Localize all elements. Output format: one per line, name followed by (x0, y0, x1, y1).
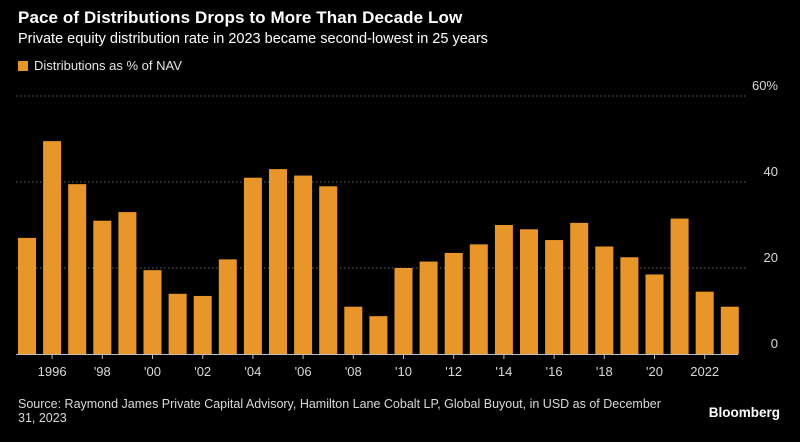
x-tick-label: '20 (646, 364, 663, 379)
legend-swatch (18, 60, 28, 71)
chart-subtitle: Private equity distribution rate in 2023… (18, 31, 488, 47)
x-tick-label: '10 (395, 364, 412, 379)
y-tick-label: 60% (752, 78, 778, 93)
source-note: Source: Raymond James Private Capital Ad… (18, 397, 661, 425)
bar-2013 (469, 244, 488, 354)
x-tick-label: '06 (295, 364, 312, 379)
bar-2011 (419, 261, 438, 354)
bar-1998 (93, 220, 112, 354)
bar-2018 (595, 246, 614, 354)
bar-2005 (269, 169, 287, 354)
bar-2003 (218, 259, 237, 354)
legend-label: Distributions as % of NAV (34, 58, 182, 73)
bar-2017 (570, 222, 589, 354)
bar-2020 (645, 274, 664, 354)
x-tick-label: '04 (244, 364, 261, 379)
bloomberg-logo: Bloomberg (708, 405, 780, 420)
bar-2001 (168, 293, 187, 354)
bar-2000 (143, 270, 162, 354)
x-tick-label: '12 (445, 364, 462, 379)
x-tick-label: 2022 (690, 364, 719, 379)
x-tick-label: '14 (495, 364, 512, 379)
x-tick-label: '00 (144, 364, 161, 379)
bar-2022 (695, 291, 714, 354)
chart-title: Pace of Distributions Drops to More Than… (18, 8, 463, 27)
bar-2007 (319, 186, 338, 354)
bar-2004 (243, 177, 262, 354)
bar-1999 (118, 212, 137, 354)
x-tick-label: '08 (345, 364, 362, 379)
bar-2023 (720, 306, 739, 354)
bar-1996 (43, 141, 62, 354)
x-tick-label: 1996 (38, 364, 67, 379)
bar-1995 (18, 237, 36, 354)
bar-1997 (68, 184, 87, 354)
bar-2021 (670, 218, 689, 354)
y-tick-label: 40 (764, 164, 778, 179)
bar-2012 (444, 252, 463, 354)
x-tick-label: '18 (596, 364, 613, 379)
x-tick-label: '16 (546, 364, 563, 379)
bar-2015 (520, 229, 538, 354)
bar-2002 (193, 295, 212, 354)
legend: Distributions as % of NAV (18, 58, 182, 73)
y-tick-label: 0 (771, 336, 778, 351)
bar-2016 (545, 240, 564, 354)
bar-2019 (620, 257, 639, 354)
bar-2014 (494, 225, 513, 354)
y-tick-label: 20 (764, 250, 778, 265)
x-tick-label: '02 (194, 364, 211, 379)
bar-2008 (344, 306, 363, 354)
bar-2006 (294, 175, 313, 354)
bar-2010 (394, 268, 413, 354)
bar-2009 (369, 316, 388, 354)
x-tick-label: '98 (94, 364, 111, 379)
